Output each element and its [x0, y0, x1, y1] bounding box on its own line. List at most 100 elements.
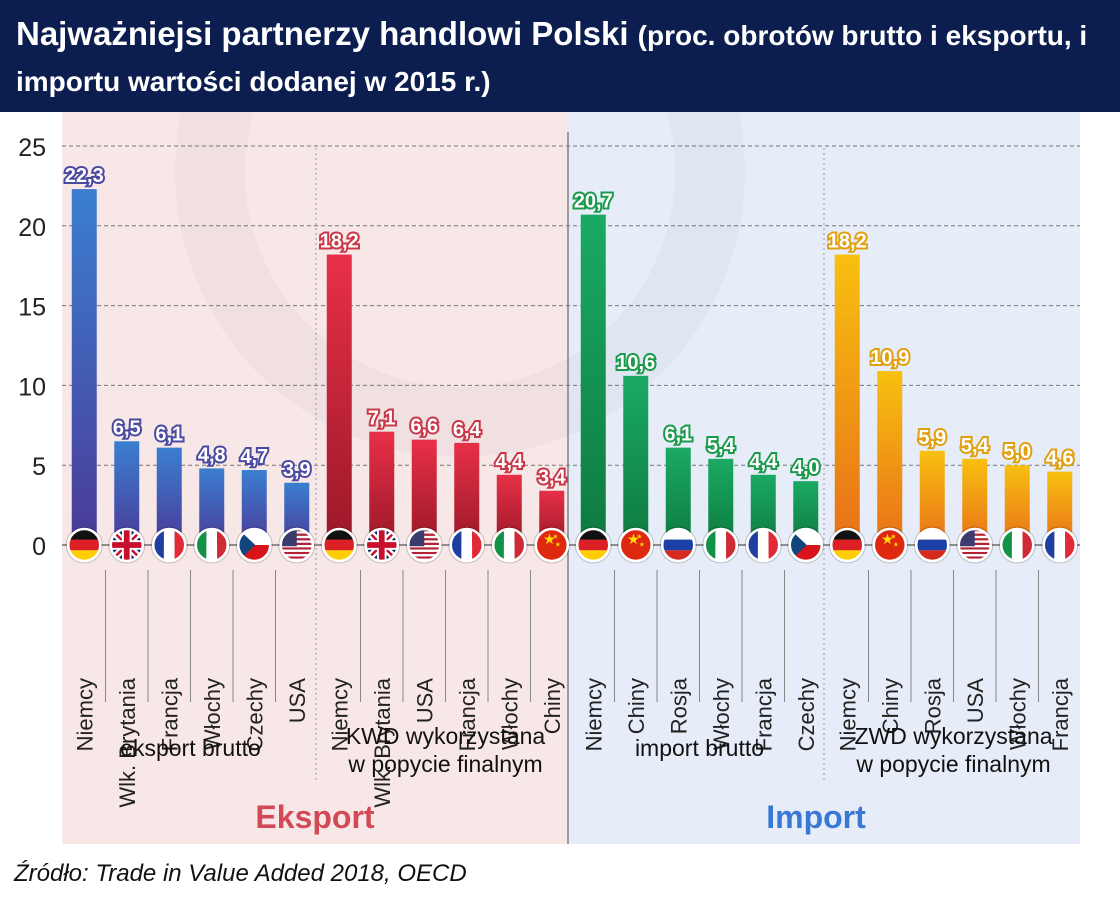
data-label: 18,2 — [320, 231, 359, 253]
italy-flag — [490, 526, 528, 564]
france-flag — [1041, 526, 1079, 564]
data-label: 5,0 — [1003, 441, 1031, 463]
category-label: Niemcy — [835, 678, 860, 751]
data-label: 6,1 — [155, 424, 183, 446]
category-label: Włochy — [1005, 678, 1030, 750]
italy-flag — [998, 526, 1036, 564]
group-label: KWD wykorzystana — [346, 723, 546, 749]
data-label: 5,9 — [918, 427, 946, 449]
svg-text:★: ★ — [881, 532, 894, 548]
y-tick-label: 15 — [18, 294, 46, 322]
group-label: eksport brutto — [120, 735, 261, 761]
category-label: Francja — [455, 677, 480, 751]
category-label: Czechy — [794, 678, 819, 751]
category-label: Włochy — [200, 678, 225, 750]
data-label: 4,8 — [198, 444, 226, 466]
data-label: 7,1 — [368, 408, 396, 430]
usa-flag — [405, 526, 443, 564]
russia-flag — [913, 526, 951, 564]
data-label: 3,4 — [538, 467, 567, 489]
france-flag — [150, 526, 188, 564]
bar — [326, 254, 352, 545]
group-label: ZWD wykorzystana — [854, 723, 1052, 749]
svg-text:★: ★ — [893, 541, 899, 549]
category-label: Włochy — [709, 678, 734, 750]
bar — [580, 214, 606, 545]
czech-flag — [235, 526, 273, 564]
category-label: Francja — [751, 677, 776, 751]
svg-text:★: ★ — [555, 541, 561, 549]
france-flag — [744, 526, 782, 564]
chart-title: Najważniejsi partnerzy handlowi Polski (… — [16, 12, 1106, 104]
italy-flag — [702, 526, 740, 564]
category-label: USA — [285, 678, 310, 724]
section-label: Eksport — [255, 799, 374, 835]
bar — [71, 189, 97, 545]
category-label: USA — [963, 678, 988, 724]
section-label: Import — [766, 799, 866, 835]
bar — [834, 254, 860, 545]
y-tick-label: 10 — [18, 373, 46, 401]
data-label: 4,0 — [792, 457, 820, 479]
data-label: 4,7 — [240, 446, 268, 468]
category-label: Wlk. Brytania — [370, 677, 395, 807]
title-main: Najważniejsi partnerzy handlowi Polski — [16, 15, 629, 52]
germany-flag — [65, 526, 103, 564]
category-label: Czechy — [242, 678, 267, 751]
export-panel — [62, 112, 568, 844]
title-subtitle: (proc. obrotów brutto i eksportu, i impo… — [16, 20, 1088, 97]
data-label: 22,3 — [65, 165, 104, 187]
czech-flag — [787, 526, 825, 564]
category-label: Chiny — [540, 678, 565, 734]
y-tick-label: 0 — [32, 533, 46, 561]
france-flag — [448, 526, 486, 564]
svg-text:★: ★ — [627, 532, 640, 548]
category-label: USA — [412, 678, 437, 724]
bar — [411, 439, 437, 545]
bar — [369, 431, 395, 545]
svg-text:★: ★ — [543, 532, 556, 548]
category-label: Chiny — [624, 678, 649, 734]
category-label: Francja — [157, 677, 182, 751]
uk-flag — [363, 526, 401, 564]
category-label: Niemcy — [72, 678, 97, 751]
group-label: import brutto — [635, 735, 764, 761]
category-label: Francja — [1048, 677, 1073, 751]
svg-text:★: ★ — [891, 533, 897, 541]
italy-flag — [193, 526, 231, 564]
data-label: 10,9 — [870, 347, 909, 369]
chart-header: Najważniejsi partnerzy handlowi Polski (… — [0, 0, 1120, 112]
usa-flag — [278, 526, 316, 564]
data-label: 4,6 — [1046, 448, 1074, 470]
y-tick-label: 20 — [18, 214, 46, 242]
data-label: 5,4 — [961, 435, 990, 457]
bar — [623, 375, 649, 545]
data-label: 6,4 — [453, 419, 482, 441]
data-label: 6,1 — [664, 424, 692, 446]
germany-flag — [828, 526, 866, 564]
data-label: 20,7 — [574, 191, 613, 213]
y-tick-label: 25 — [18, 134, 46, 162]
category-label: Niemcy — [327, 678, 352, 751]
data-label: 18,2 — [828, 231, 867, 253]
data-label: 4,4 — [495, 451, 524, 473]
bar-chart: 0 5 10 15 20 25 22,3 Niemcy 6,5 Wlk. Brytania 6,1 F… — [18, 112, 1080, 844]
data-label: 3,9 — [283, 459, 311, 481]
svg-text:★: ★ — [637, 533, 643, 541]
category-label: Rosja — [666, 677, 691, 734]
usa-flag — [956, 526, 994, 564]
germany-flag — [320, 526, 358, 564]
china-flag: ★★★ — [617, 526, 655, 564]
y-tick-label: 5 — [32, 453, 46, 481]
watermark-ring — [175, 112, 745, 457]
category-label: Wlk. Brytania — [115, 677, 140, 807]
svg-text:★: ★ — [553, 533, 559, 541]
category-label: Włochy — [497, 678, 522, 750]
bar — [114, 441, 140, 545]
china-flag: ★★★ — [871, 526, 909, 564]
uk-flag — [108, 526, 146, 564]
data-label: 6,5 — [113, 417, 141, 439]
group-label: w popycie finalnym — [347, 751, 542, 777]
category-label: Niemcy — [581, 678, 606, 751]
category-label: Rosja — [920, 677, 945, 734]
